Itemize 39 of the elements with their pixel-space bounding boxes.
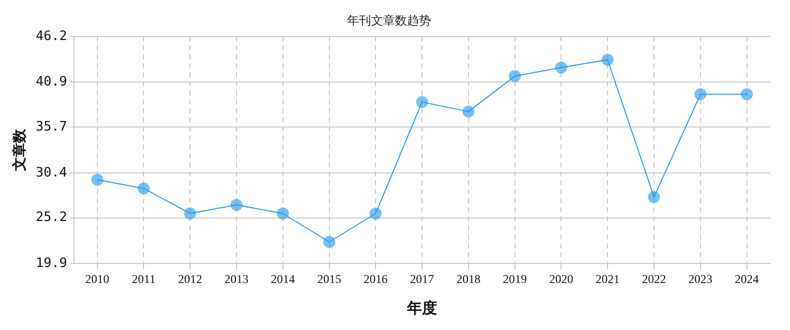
point <box>508 70 521 82</box>
point <box>370 207 382 220</box>
x-tick-label: 2010 <box>85 272 110 286</box>
x-axis-title: 年度 <box>406 298 438 317</box>
point <box>416 96 428 108</box>
point <box>91 174 104 186</box>
point <box>138 182 150 194</box>
y-tick-label: 40.9 <box>36 74 68 90</box>
x-tick-label: 2023 <box>688 272 712 286</box>
point <box>184 207 196 220</box>
x-tick-label: 2017 <box>410 272 434 286</box>
y-axis-title: 文章数 <box>11 128 28 172</box>
point <box>648 191 660 204</box>
x-tick-label: 2013 <box>224 272 248 286</box>
x-tick-label: 2019 <box>502 272 527 286</box>
y-tick-label: 19.9 <box>36 256 68 271</box>
point <box>230 198 242 211</box>
y-tick-label: 30.4 <box>36 165 68 180</box>
x-tick-label: 2024 <box>734 272 759 286</box>
point <box>740 88 753 100</box>
x-tick-label: 2016 <box>364 272 388 286</box>
x-tick-label: 2020 <box>549 272 574 286</box>
x-tick-label: 2018 <box>456 272 480 286</box>
point <box>694 88 706 100</box>
x-tick-label: 2011 <box>132 272 156 286</box>
x-tick-label: 2021 <box>596 272 620 286</box>
x-tick-label: 2022 <box>642 272 666 286</box>
point <box>323 236 336 248</box>
point <box>555 62 568 74</box>
x-tick-label: 2014 <box>270 272 295 286</box>
x-tick-label: 2012 <box>178 272 202 286</box>
point <box>602 54 614 66</box>
x-tick-label: 2015 <box>317 272 342 286</box>
chart-title: 年刊文章数趋势 <box>347 13 431 28</box>
point <box>462 106 474 118</box>
y-tick-label: 25.2 <box>36 210 68 226</box>
y-tick-label: 46.2 <box>36 28 68 44</box>
point <box>276 207 289 220</box>
y-tick-label: 35.7 <box>36 119 68 134</box>
